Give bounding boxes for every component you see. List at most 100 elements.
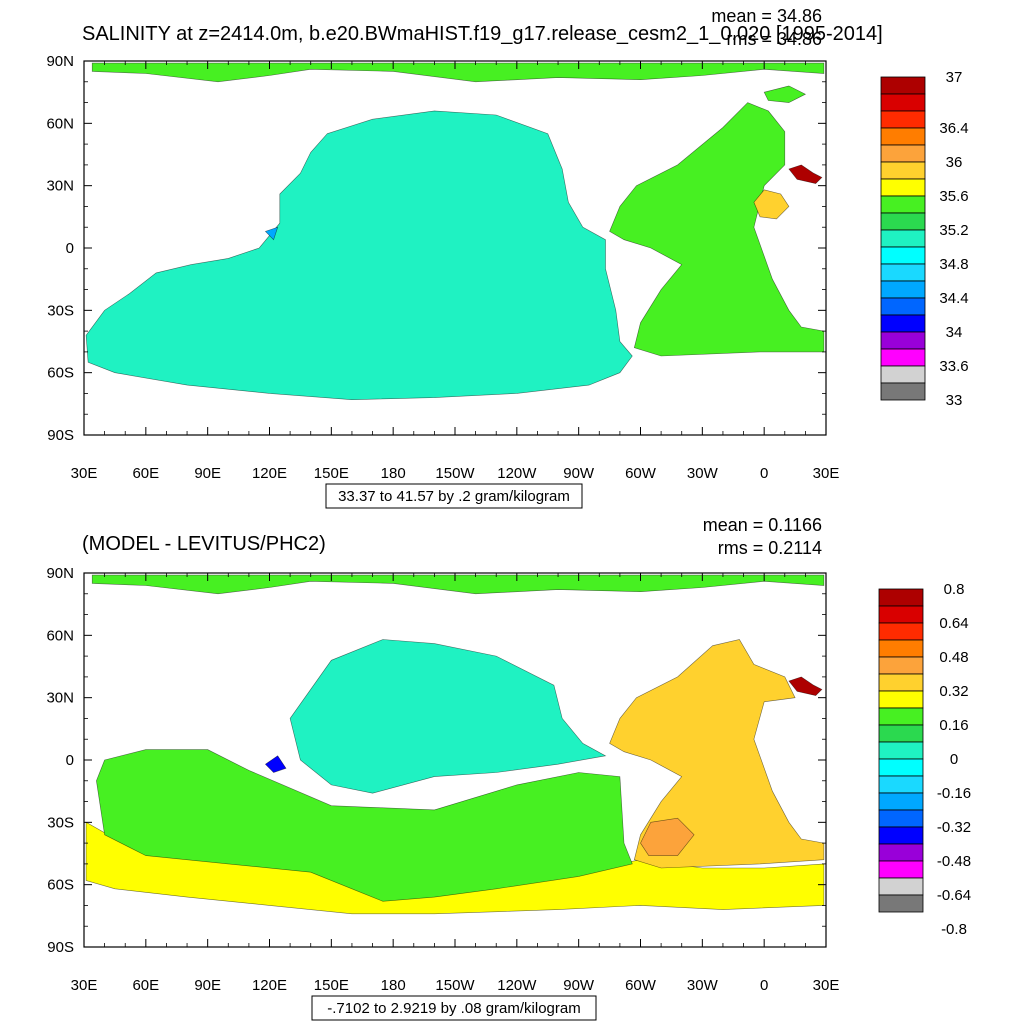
colorbar-swatch xyxy=(880,382,926,401)
region-atlantic-yellow xyxy=(609,639,825,869)
colorbar-label: 0 xyxy=(950,751,958,768)
x-tick-label: 120W xyxy=(497,977,537,994)
y-tick-label: 90N xyxy=(46,565,74,582)
x-tick-label: 60E xyxy=(132,977,159,994)
x-tick-label: 0 xyxy=(760,465,768,482)
y-tick-label: 60N xyxy=(46,627,74,644)
colorbar-label: 0.32 xyxy=(939,683,968,700)
x-tick-label: 60W xyxy=(625,977,657,994)
colorbar-label: 0.64 xyxy=(939,615,968,632)
colorbar-swatch xyxy=(878,605,924,624)
x-tick-label: 120E xyxy=(252,465,287,482)
colorbar-swatch xyxy=(878,894,924,913)
colorbar-label: -0.48 xyxy=(937,853,971,870)
rms-label: rms = 34.86 xyxy=(726,29,822,49)
y-tick-label: 0 xyxy=(66,752,74,769)
colorbar-swatch xyxy=(878,673,924,692)
difference-panel: (MODEL - LEVITUS/PHC2) mean = 0.1166 rms… xyxy=(46,515,971,1021)
colorbar-label: 34.8 xyxy=(939,256,968,273)
colorbar-label: 0.8 xyxy=(944,581,965,598)
map-regions xyxy=(85,574,825,915)
y-tick-label: 0 xyxy=(66,240,74,257)
colorbar: 37 36.4 36 35.6 35.2 34.8 34.4 34 33.6 33 xyxy=(880,69,969,409)
x-tick-label: 150E xyxy=(314,465,349,482)
colorbar-label: 0.48 xyxy=(939,649,968,666)
y-axis: 90N 60N 30N 0 30S 60S 90S xyxy=(46,565,826,956)
colorbar: 0.8 0.64 0.48 0.32 0.16 0 -0.16 -0.32 -0.48 -0.64… xyxy=(878,581,971,938)
region-med-hot xyxy=(788,164,823,184)
x-tick-label: 150E xyxy=(314,977,349,994)
colorbar-swatch xyxy=(878,792,924,811)
colorbar-swatch xyxy=(880,178,926,197)
panel-title: SALINITY at z=2414.0m, b.e20.BWmaHIST.f1… xyxy=(82,23,883,45)
colorbar-swatch xyxy=(880,314,926,333)
x-tick-label: 60E xyxy=(132,465,159,482)
colorbar-swatch xyxy=(878,690,924,709)
colorbar-swatch xyxy=(878,877,924,896)
x-tick-label: 30E xyxy=(813,465,840,482)
colorbar-swatch xyxy=(878,639,924,658)
region-greenland-patch xyxy=(763,85,807,103)
colorbar-swatch xyxy=(880,365,926,384)
range-label: -.7102 to 2.9219 by .08 gram/kilogram xyxy=(327,1000,580,1017)
colorbar-swatch xyxy=(880,246,926,265)
region-arctic-band xyxy=(91,62,825,83)
colorbar-swatch xyxy=(880,229,926,248)
colorbar-swatch xyxy=(878,758,924,777)
y-tick-label: 90S xyxy=(47,427,74,444)
region-blue-patch xyxy=(264,755,287,773)
colorbar-swatch xyxy=(880,144,926,163)
range-label: 33.37 to 41.57 by .2 gram/kilogram xyxy=(338,488,570,505)
salinity-panel: SALINITY at z=2414.0m, b.e20.BWmaHIST.f1… xyxy=(46,6,969,509)
x-tick-label: 30E xyxy=(71,977,98,994)
rms-label: rms = 0.2114 xyxy=(718,538,822,558)
x-tick-label: 120W xyxy=(497,465,537,482)
colorbar-swatch xyxy=(878,775,924,794)
range-box xyxy=(311,995,597,1021)
region-med-hot xyxy=(788,676,823,696)
region-atlantic-high xyxy=(753,189,790,220)
x-tick-label: 180 xyxy=(381,465,406,482)
map-regions xyxy=(85,62,825,401)
colorbar-swatch xyxy=(880,280,926,299)
colorbar-label: 35.2 xyxy=(939,222,968,239)
mean-label: mean = 0.1166 xyxy=(703,515,822,535)
y-axis: 90N 60N 30N 0 30S 60S 90S xyxy=(46,53,826,444)
x-tick-label: 30E xyxy=(813,977,840,994)
y-tick-label: 60S xyxy=(47,365,74,382)
x-tick-label: 120E xyxy=(252,977,287,994)
range-box xyxy=(325,483,583,509)
colorbar-swatch xyxy=(880,93,926,112)
colorbar-swatch xyxy=(878,843,924,862)
colorbar-label: 33.6 xyxy=(939,358,968,375)
x-tick-label: 30W xyxy=(687,465,719,482)
x-tick-label: 60W xyxy=(625,465,657,482)
panel-title: (MODEL - LEVITUS/PHC2) xyxy=(82,533,326,555)
colorbar-label: 36.4 xyxy=(939,120,968,137)
colorbar-swatch xyxy=(878,860,924,879)
x-tick-label: 180 xyxy=(381,977,406,994)
colorbar-label: 34 xyxy=(946,324,963,341)
colorbar-swatch xyxy=(878,622,924,641)
region-arctic-band xyxy=(91,574,825,595)
region-pacific xyxy=(85,110,633,401)
x-axis: 30E 60E 90E 120E 150E 180 150W 120W 90W 60W 30W 0 30… xyxy=(71,61,840,482)
x-tick-label: 90W xyxy=(563,465,595,482)
colorbar-swatch xyxy=(878,707,924,726)
colorbar-label: 36 xyxy=(946,154,963,171)
colorbar-swatch xyxy=(880,110,926,129)
y-tick-label: 30N xyxy=(46,690,74,707)
colorbar-swatch xyxy=(880,127,926,146)
x-tick-label: 150W xyxy=(435,977,475,994)
colorbar-swatch xyxy=(880,348,926,367)
x-axis: 30E 60E 90E 120E 150E 180 150W 120W 90W 60W 30W 0 30… xyxy=(71,573,840,994)
colorbar-swatch xyxy=(878,741,924,760)
colorbar-swatch xyxy=(878,809,924,828)
colorbar-swatch xyxy=(880,161,926,180)
x-tick-label: 30W xyxy=(687,977,719,994)
x-tick-label: 30E xyxy=(71,465,98,482)
y-tick-label: 30S xyxy=(47,814,74,831)
colorbar-label: -0.32 xyxy=(937,819,971,836)
colorbar-swatch xyxy=(880,331,926,350)
